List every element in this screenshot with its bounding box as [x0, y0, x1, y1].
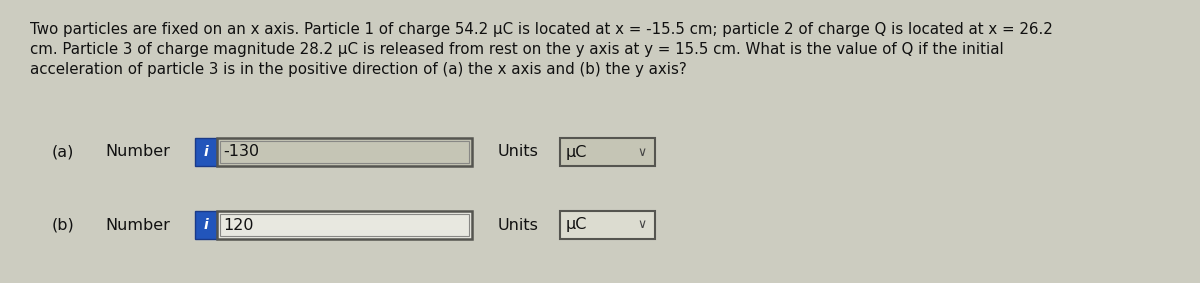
Bar	[194, 138, 217, 166]
Bar	[217, 138, 472, 166]
Bar	[560, 138, 655, 166]
Text: Units: Units	[498, 218, 539, 233]
Text: cm. Particle 3 of charge magnitude 28.2 μC is released from rest on the y axis a: cm. Particle 3 of charge magnitude 28.2 …	[30, 42, 1003, 57]
Text: Two particles are fixed on an x axis. Particle 1 of charge 54.2 μC is located at: Two particles are fixed on an x axis. Pa…	[30, 22, 1052, 37]
Text: i: i	[204, 218, 209, 232]
Text: μC: μC	[566, 145, 587, 160]
Text: (a): (a)	[52, 145, 74, 160]
Text: acceleration of particle 3 is in the positive direction of (a) the x axis and (b: acceleration of particle 3 is in the pos…	[30, 62, 686, 77]
Text: (b): (b)	[52, 218, 74, 233]
Text: 120: 120	[223, 218, 253, 233]
Text: i: i	[204, 145, 209, 159]
Text: ∨: ∨	[638, 218, 647, 231]
Text: μC: μC	[566, 218, 587, 233]
Bar	[220, 214, 469, 236]
Text: Units: Units	[498, 145, 539, 160]
Bar	[217, 211, 472, 239]
Bar	[194, 211, 217, 239]
Bar	[220, 141, 469, 163]
Bar	[560, 211, 655, 239]
Text: Number: Number	[106, 145, 170, 160]
Text: -130: -130	[223, 145, 259, 160]
Text: ∨: ∨	[638, 145, 647, 158]
Text: Number: Number	[106, 218, 170, 233]
